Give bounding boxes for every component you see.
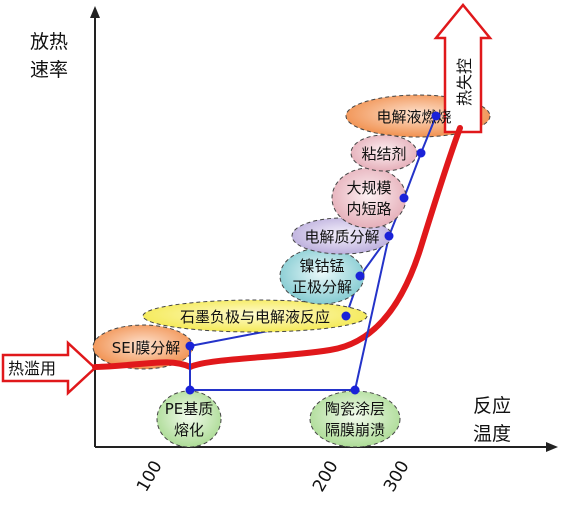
- node-electrolyte-burn: [431, 111, 441, 121]
- x-axis-label-line1: 反应: [473, 395, 511, 417]
- stage-label-short-line1: 大规模: [346, 179, 391, 197]
- thermal-abuse-label: 热滥用: [8, 359, 56, 378]
- thermal-abuse-arrow: [1, 340, 97, 396]
- stage-label-pe-line2: 熔化: [174, 421, 204, 439]
- stage-bubble-internal-short: [331, 167, 407, 229]
- stage-label-ceramic-line2: 隔膜崩溃: [325, 421, 385, 439]
- x-axis-arrowhead: [546, 442, 558, 452]
- stage-label-ncm-line2: 正极分解: [292, 278, 352, 296]
- y-axis-label-line2: 速率: [30, 59, 68, 81]
- x-axis-label-line2: 温度: [473, 423, 511, 445]
- y-axis-label-line1: 放热: [30, 31, 68, 53]
- connector-lines: [189, 115, 437, 391]
- connector-nodes: [185, 111, 441, 395]
- thermal-runaway-arrow: [433, 3, 493, 134]
- stage-label-short-line2: 内短路: [346, 200, 391, 218]
- node-pe: [185, 385, 195, 395]
- heat-release-curve: [92, 125, 463, 371]
- node-electrolyte-decomp: [384, 231, 394, 241]
- node-ceramic: [350, 385, 360, 395]
- y-axis-arrowhead: [90, 6, 100, 18]
- stage-label-graphite: 石墨负极与电解液反应: [180, 308, 330, 326]
- thermal-runaway-label: 热失控: [455, 58, 474, 106]
- stage-label-binder: 粘结剂: [361, 145, 406, 163]
- stage-label-ceramic-line1: 陶瓷涂层: [325, 400, 385, 418]
- stage-bubble-ceramic-collapse: [309, 390, 401, 448]
- node-internal-short: [399, 193, 409, 203]
- stage-label-ncm-line1: 镍钴锰: [299, 257, 344, 275]
- x-tick-200: 200: [309, 457, 343, 495]
- stage-bubble-graphite: [142, 299, 368, 333]
- separator-connector: [189, 235, 390, 391]
- stage-label-sei: SEI膜分解: [112, 339, 180, 357]
- exotherm-connector: [189, 115, 437, 368]
- node-ncm: [355, 271, 365, 281]
- node-sei: [185, 341, 195, 351]
- node-graphite: [341, 311, 351, 321]
- stage-label-electrolyte-burn: 电解液燃烧: [376, 108, 451, 126]
- x-tick-100: 100: [133, 457, 167, 495]
- stage-label-electrolyte-decomp: 电解质分解: [304, 228, 379, 246]
- node-binder: [416, 148, 426, 158]
- axes: [90, 6, 558, 452]
- stage-label-pe-line1: PE基质: [165, 400, 214, 418]
- x-tick-300: 300: [380, 457, 414, 495]
